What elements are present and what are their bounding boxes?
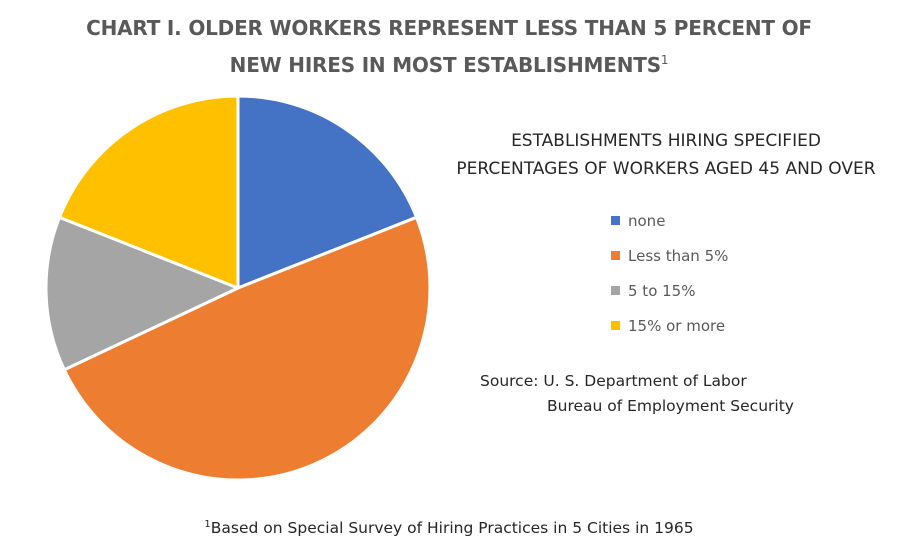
chart-title-line-2-text: NEW HIRES IN MOST ESTABLISHMENTS xyxy=(229,53,661,77)
chart-title-line-2: NEW HIRES IN MOST ESTABLISHMENTS1 xyxy=(0,44,898,81)
footnote: 1Based on Special Survey of Hiring Pract… xyxy=(0,519,898,537)
pie-chart xyxy=(44,94,432,482)
legend-label: none xyxy=(628,211,666,230)
legend-title-line-1: ESTABLISHMENTS HIRING SPECIFIED xyxy=(511,131,821,151)
pie-slice-less-than-5 xyxy=(62,215,432,482)
title-footnote-mark: 1 xyxy=(660,53,669,67)
chart-title: CHART I. OLDER WORKERS REPRESENT LESS TH… xyxy=(0,12,898,81)
footnote-mark: 1 xyxy=(204,519,211,530)
pie-slice-15-or-more xyxy=(57,94,240,290)
legend-title: ESTABLISHMENTS HIRING SPECIFIED PERCENTA… xyxy=(440,127,892,183)
legend-swatch xyxy=(611,321,620,330)
legend: none Less than 5% 5 to 15% 15% or more xyxy=(611,203,728,343)
legend-label: 15% or more xyxy=(628,316,726,335)
legend-label: 5 to 15% xyxy=(628,281,696,300)
pie-slice-none xyxy=(236,94,419,290)
footnote-text: Based on Special Survey of Hiring Practi… xyxy=(210,519,694,537)
legend-label: Less than 5% xyxy=(628,246,729,265)
legend-title-line-2: PERCENTAGES OF WORKERS AGED 45 AND OVER xyxy=(456,159,876,179)
legend-swatch xyxy=(611,216,620,225)
pie-slice-5-to-15 xyxy=(44,215,240,372)
legend-item: 15% or more xyxy=(611,308,728,343)
legend-swatch xyxy=(611,286,620,295)
chart-title-line-1: CHART I. OLDER WORKERS REPRESENT LESS TH… xyxy=(86,16,812,40)
legend-swatch xyxy=(611,251,620,260)
source-note: Source: U. S. Department of Labor Bureau… xyxy=(480,369,794,419)
legend-item: Less than 5% xyxy=(611,238,728,273)
legend-item: none xyxy=(611,203,728,238)
source-line-2: Bureau of Employment Security xyxy=(547,397,794,415)
source-line-1: Source: U. S. Department of Labor xyxy=(480,372,747,390)
legend-item: 5 to 15% xyxy=(611,273,728,308)
